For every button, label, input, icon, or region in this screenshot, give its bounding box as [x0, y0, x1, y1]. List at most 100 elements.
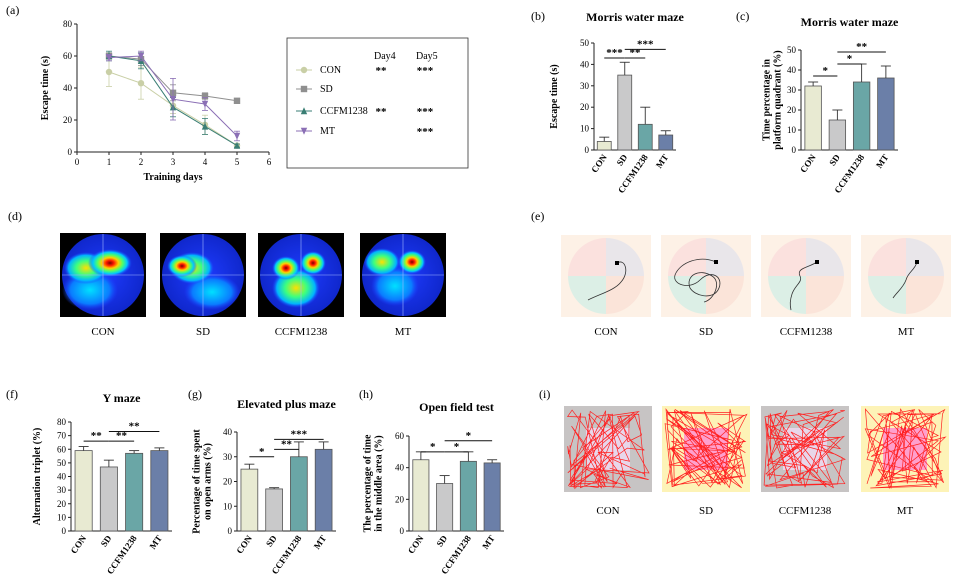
y-tick-label: 30 [223, 452, 233, 462]
heatmap-row: CON SD CCFM1238 MT [60, 233, 446, 338]
y-tick-label: 40 [223, 427, 233, 437]
trajectory-con [561, 235, 651, 317]
trajectory-mt [861, 235, 951, 317]
y-tick-label: 60 [63, 51, 73, 61]
significance-label: ** [91, 430, 103, 442]
movement-track [763, 409, 846, 489]
panel-label-i: (i) [539, 387, 550, 401]
x-tick-label: 2 [139, 157, 144, 167]
y-tick-label: 10 [787, 125, 797, 135]
y-axis-label: Alternation triplet (%) [32, 428, 43, 526]
legend-sig-day4: ** [376, 65, 388, 77]
bar-sd [265, 488, 283, 532]
significance-label: * [259, 446, 265, 458]
data-point-ccfm1238 [233, 141, 241, 149]
significance-label: *** [606, 47, 623, 59]
y-tick-label: 20 [787, 105, 797, 115]
y-tick-label: 10 [57, 512, 67, 522]
legend-label: SD [320, 84, 333, 95]
y-tick-label: 0 [68, 147, 73, 157]
y-tick-label: 40 [580, 59, 590, 69]
data-point-con [137, 80, 145, 87]
y-tick-label: 0 [228, 526, 233, 536]
open-field-row: CON SD CCFM1238 MT [564, 406, 949, 517]
significance-label: *** [637, 38, 654, 50]
chart-title: Morris water maze [801, 15, 899, 29]
movement-track [864, 408, 947, 489]
bar-ccfm1238 [459, 460, 477, 532]
bar-ccfm1238 [852, 81, 871, 151]
y-axis-label: platform quadrant (%) [773, 50, 784, 149]
open-field-ccfm1238 [761, 406, 849, 492]
panel-label-f: (f) [6, 387, 18, 401]
trajectory-label-sd: SD [699, 326, 713, 338]
panel-label-c: (c) [736, 9, 749, 23]
legend-marker [300, 107, 308, 115]
significance-label: ** [129, 421, 141, 433]
y-tick-label: 20 [580, 102, 590, 112]
y-tick-label: 30 [787, 85, 797, 95]
y-tick-label: 50 [580, 38, 590, 48]
bar-mt [483, 462, 501, 532]
trajectory-label-mt: MT [898, 326, 915, 338]
bar-sd [828, 119, 847, 151]
chart-g-elevated-plus-maze-bar: Elevated plus maze 0 10 20 30 40 Percentage of… [192, 397, 337, 576]
bar-con [596, 141, 612, 151]
legend-sig-day4: ** [376, 106, 388, 118]
x-tick-label: MT [480, 533, 497, 551]
x-tick-label: SD [264, 533, 279, 549]
heatmap-label-mt: MT [395, 326, 412, 338]
panel-label-g: (g) [188, 387, 202, 401]
x-tick-label: 0 [75, 157, 80, 167]
chart-title: Y maze [103, 391, 142, 405]
x-tick-label: MT [148, 533, 165, 551]
chart-title: Elevated plus maze [237, 397, 336, 411]
bar-sd [436, 483, 454, 532]
y-tick-label: 60 [395, 431, 405, 441]
y-tick-label: 40 [787, 65, 797, 75]
significance-label: * [823, 65, 829, 77]
y-axis-label: Percentage of time spent [192, 429, 203, 534]
y-tick-label: 0 [62, 526, 67, 536]
y-tick-label: 10 [580, 124, 590, 134]
legend-marker [300, 127, 308, 135]
y-tick-label: 0 [792, 145, 797, 155]
open-field-con [564, 406, 652, 492]
y-tick-label: 50 [787, 45, 797, 55]
panel-label-h: (h) [359, 387, 373, 401]
open-field-label-sd: SD [699, 505, 713, 517]
data-point-mt [137, 52, 145, 60]
x-tick-label: SD [615, 152, 630, 168]
bar-con [804, 85, 822, 151]
panel-label-a: (a) [6, 3, 19, 17]
y-axis-label: Escape time (s) [40, 56, 51, 120]
x-tick-label: SD [99, 533, 114, 549]
y-axis-label: Time percentage in [762, 59, 773, 141]
y-tick-label: 40 [63, 83, 73, 93]
y-tick-label: 50 [57, 458, 67, 468]
open-field-sd [662, 406, 750, 492]
x-tick-label: 1 [107, 157, 112, 167]
chart-title: Open field test [419, 400, 494, 414]
significance-label: *** [291, 428, 308, 440]
data-point-ccfm1238 [201, 122, 209, 130]
legend-label: CCFM1238 [320, 106, 368, 117]
movement-track [664, 408, 748, 489]
data-point-sd [233, 97, 241, 104]
y-tick-label: 20 [395, 494, 405, 504]
trajectory-label-ccfm1238: CCFM1238 [780, 326, 833, 338]
panel-label-e: (e) [531, 209, 544, 223]
significance-label: * [430, 441, 436, 453]
open-field-label-con: CON [596, 505, 619, 517]
open-field-label-ccfm1238: CCFM1238 [779, 505, 832, 517]
trajectory-ccfm1238 [761, 235, 851, 317]
x-tick-label: 4 [203, 157, 208, 167]
open-field-mt [861, 406, 949, 492]
x-tick-label: CON [589, 152, 609, 175]
chart-title: Morris water maze [586, 10, 684, 24]
bar-ccfm1238 [637, 123, 653, 151]
chart-h-open-field-bar: Open field test 0 20 40 60 The percentage of … [363, 400, 504, 576]
x-tick-label: CON [406, 533, 426, 556]
